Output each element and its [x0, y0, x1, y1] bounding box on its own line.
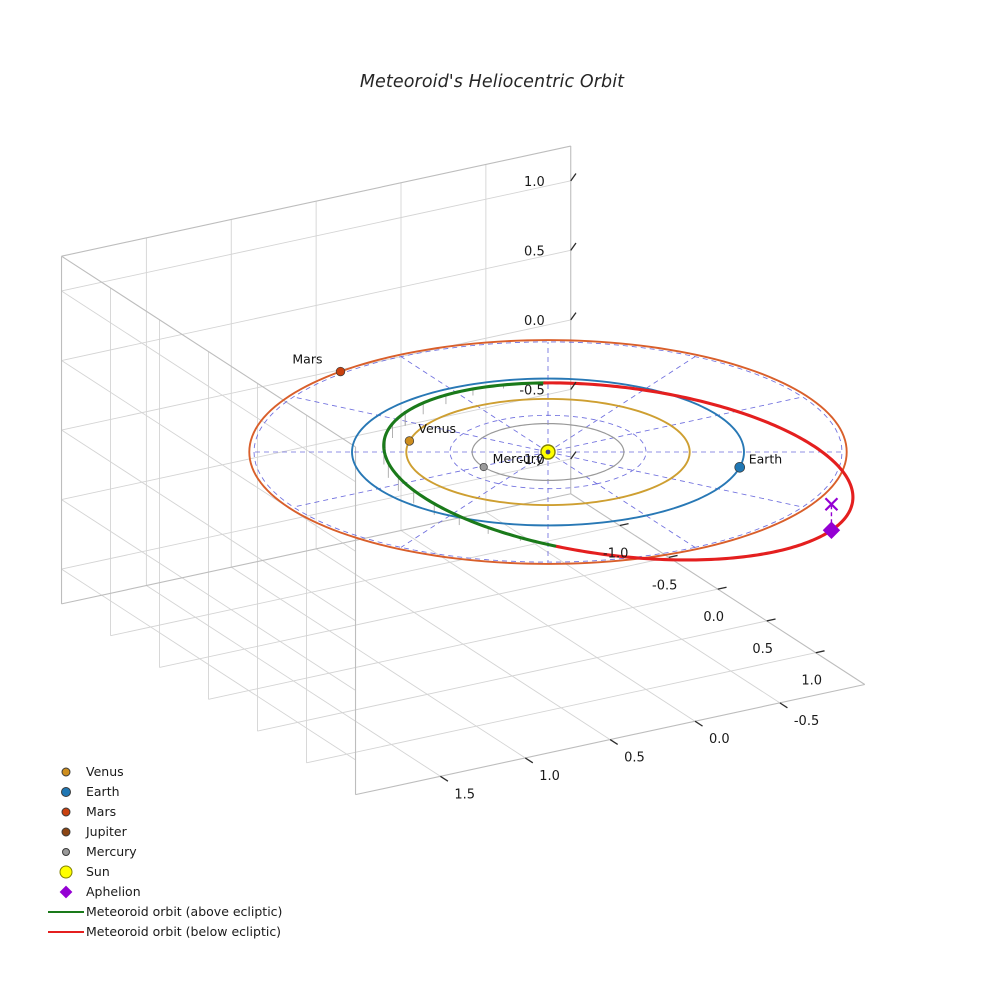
- svg-text:Earth: Earth: [749, 451, 783, 466]
- svg-text:-0.5: -0.5: [794, 714, 819, 729]
- aphelion-marker: [822, 497, 841, 539]
- page-title: Meteoroid's Heliocentric Orbit: [359, 72, 625, 92]
- svg-text:-1.0: -1.0: [603, 547, 628, 562]
- legend-item-meteoroid-orbit-above-ecliptic[interactable]: Meteoroid orbit (above ecliptic): [46, 902, 346, 922]
- legend-item-label: Venus: [86, 764, 124, 779]
- legend-item-label: Meteoroid orbit (above ecliptic): [86, 904, 283, 919]
- svg-text:1.0: 1.0: [801, 674, 822, 689]
- legend-item-sun[interactable]: Sun: [46, 862, 346, 882]
- svg-text:1.5: 1.5: [454, 787, 475, 802]
- legend-item-label: Mars: [86, 804, 117, 819]
- legend-item-meteoroid-orbit-below-ecliptic[interactable]: Meteoroid orbit (below ecliptic): [46, 922, 346, 942]
- svg-text:1.0: 1.0: [524, 175, 545, 190]
- legend-item-label: Jupiter: [86, 824, 127, 839]
- svg-text:Mercury: Mercury: [493, 451, 544, 466]
- legend-swatch-dot-icon: [46, 782, 86, 802]
- svg-text:1.0: 1.0: [539, 769, 560, 784]
- svg-text:Mars: Mars: [292, 352, 322, 367]
- legend-item-label: Meteoroid orbit (below ecliptic): [86, 924, 282, 939]
- body-markers: Venus Earth Mars Mercury: [292, 352, 782, 473]
- legend-item-venus[interactable]: Venus: [46, 762, 346, 782]
- svg-text:Venus: Venus: [418, 421, 456, 436]
- legend-swatch-diamond-icon: [46, 882, 86, 902]
- legend-item-earth[interactable]: Earth: [46, 782, 346, 802]
- legend-item-mercury[interactable]: Mercury: [46, 842, 346, 862]
- legend-swatch-dot-icon: [46, 842, 86, 862]
- meteoroid-orbit: [382, 381, 855, 562]
- legend-item-mars[interactable]: Mars: [46, 802, 346, 822]
- svg-text:-1.0: -1.0: [519, 453, 544, 468]
- legend-swatch-line-icon: [46, 902, 86, 922]
- svg-text:-0.5: -0.5: [519, 383, 544, 398]
- legend-swatch-dot-icon: [46, 802, 86, 822]
- legend-item-jupiter[interactable]: Jupiter: [46, 822, 346, 842]
- svg-text:0.0: 0.0: [703, 610, 724, 625]
- legend-swatch-dot-icon: [46, 822, 86, 842]
- legend-item-label: Earth: [86, 784, 120, 799]
- svg-text:-0.5: -0.5: [652, 578, 677, 593]
- legend-item-aphelion[interactable]: Aphelion: [46, 882, 346, 902]
- svg-text:0.5: 0.5: [624, 751, 645, 766]
- svg-text:0.5: 0.5: [752, 642, 773, 657]
- legend: Venus Earth Mars Jupiter Mercury Sun Aphelion M…: [46, 762, 346, 942]
- legend-item-label: Aphelion: [86, 884, 141, 899]
- legend-item-label: Sun: [86, 864, 110, 879]
- svg-text:0.0: 0.0: [709, 732, 730, 747]
- svg-text:0.5: 0.5: [524, 244, 545, 259]
- legend-swatch-dot-icon: [46, 862, 86, 882]
- legend-swatch-line-icon: [46, 922, 86, 942]
- axis-ticks: -1.0 -0.5 0.0 0.5 1.0 -1.0 -0.5 0.0 0.5 1.0 -0.5 0.…: [440, 173, 825, 802]
- legend-swatch-dot-icon: [46, 762, 86, 782]
- planet-orbits: [248, 339, 848, 565]
- svg-text:0.0: 0.0: [524, 314, 545, 329]
- legend-item-label: Mercury: [86, 844, 137, 859]
- axes-panes: [60, 145, 866, 796]
